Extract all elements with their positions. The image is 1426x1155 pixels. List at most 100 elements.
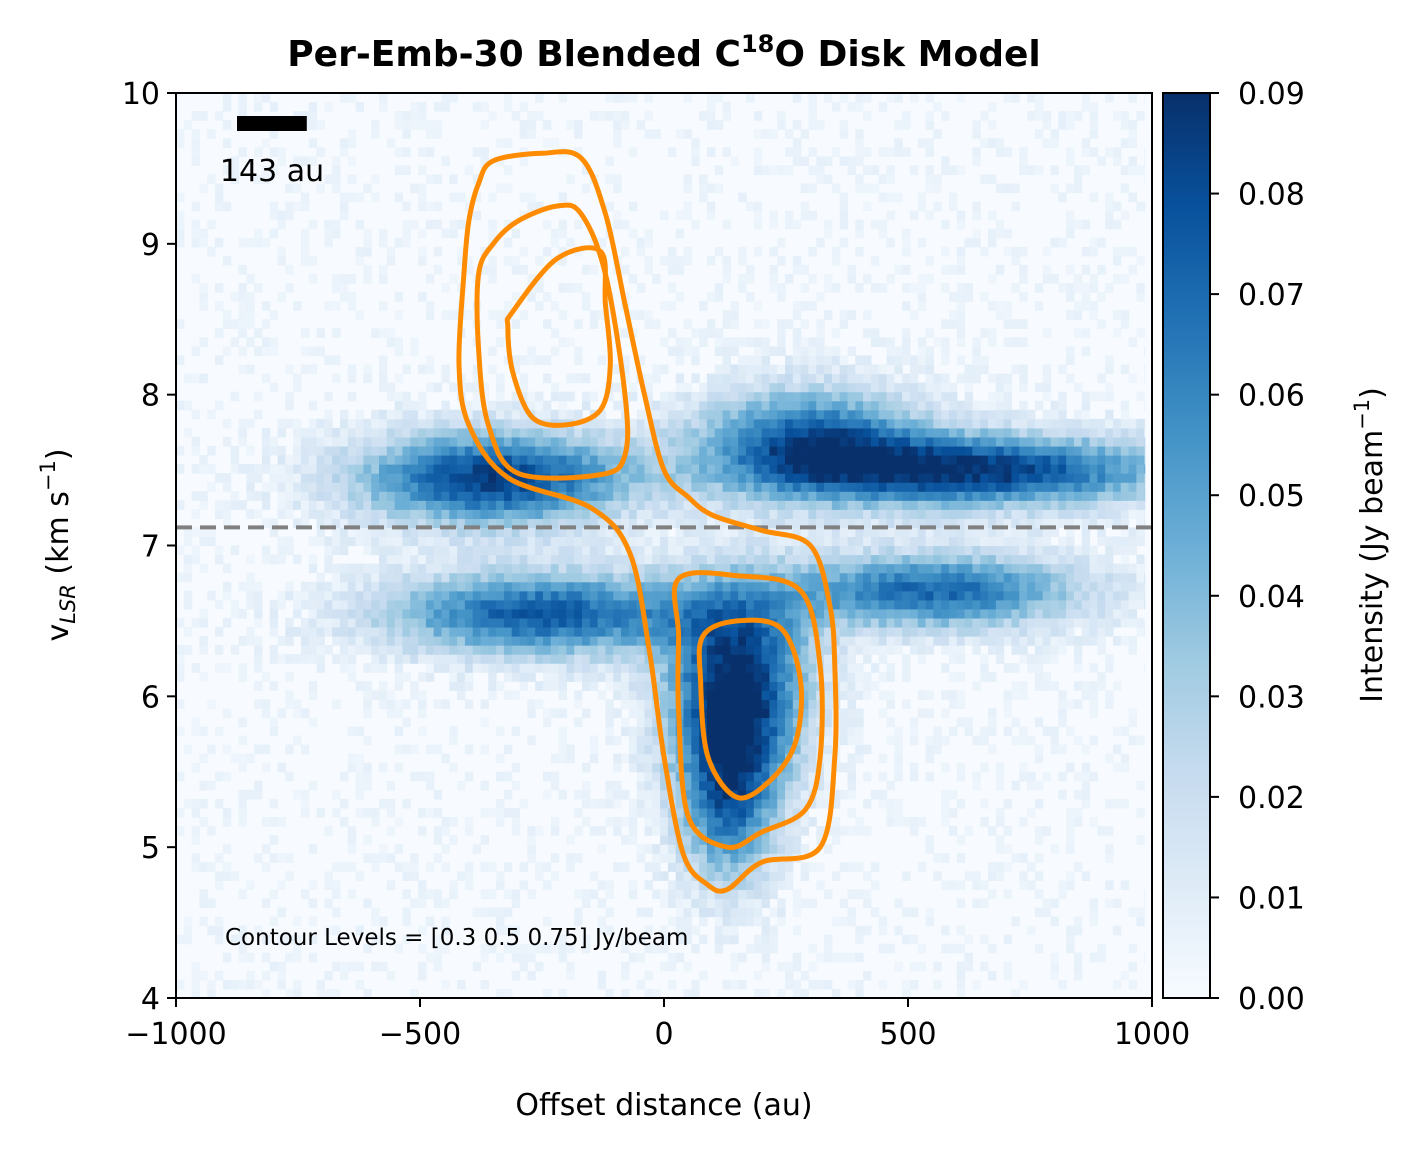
heatmap-cell bbox=[535, 509, 544, 519]
heatmap-cell bbox=[808, 346, 817, 357]
heatmap-cell bbox=[464, 626, 474, 637]
heatmap-cell bbox=[738, 400, 747, 411]
heatmap-cell bbox=[652, 400, 661, 411]
heatmap-cell bbox=[699, 654, 708, 664]
heatmap-cell bbox=[386, 500, 396, 510]
heatmap-cell bbox=[566, 373, 575, 384]
heatmap-cell bbox=[699, 545, 708, 556]
heatmap-cell bbox=[909, 527, 919, 538]
heatmap-cell bbox=[706, 210, 716, 221]
heatmap-cell bbox=[675, 563, 685, 574]
heatmap-cell bbox=[808, 636, 817, 646]
heatmap-cell bbox=[699, 681, 708, 691]
heatmap-cell bbox=[574, 608, 583, 619]
heatmap-cell bbox=[597, 545, 607, 556]
heatmap-cell bbox=[300, 491, 310, 501]
heatmap-cell bbox=[363, 482, 372, 492]
heatmap-cell bbox=[339, 617, 349, 628]
heatmap-cell bbox=[418, 111, 427, 121]
heatmap-cell bbox=[425, 129, 435, 139]
heatmap-cell bbox=[285, 210, 294, 221]
heatmap-cell bbox=[425, 744, 435, 755]
heatmap-cell bbox=[785, 672, 794, 682]
heatmap-cell bbox=[379, 636, 388, 646]
heatmap-cell bbox=[535, 871, 544, 881]
heatmap-cell bbox=[816, 880, 825, 890]
heatmap-cell bbox=[769, 599, 778, 610]
heatmap-cell bbox=[550, 138, 560, 148]
heatmap-cell bbox=[706, 907, 716, 918]
heatmap-cell bbox=[332, 165, 341, 176]
heatmap-cell bbox=[714, 762, 724, 773]
heatmap-cell bbox=[714, 328, 724, 338]
heatmap-cell bbox=[824, 753, 833, 764]
heatmap-cell bbox=[691, 436, 700, 447]
heatmap-cell bbox=[769, 482, 778, 492]
heatmap-cell bbox=[847, 482, 856, 492]
heatmap-cell bbox=[433, 590, 443, 601]
heatmap-cell bbox=[238, 807, 247, 818]
heatmap-cell bbox=[691, 617, 700, 628]
heatmap-cell bbox=[433, 418, 443, 429]
heatmap-cell bbox=[730, 482, 739, 492]
heatmap-cell bbox=[316, 427, 325, 438]
heatmap-cell bbox=[308, 780, 318, 791]
heatmap-cell bbox=[293, 111, 302, 121]
heatmap-cell bbox=[699, 301, 708, 311]
heatmap-cell bbox=[410, 608, 419, 619]
heatmap-cell bbox=[667, 346, 677, 357]
heatmap-cell bbox=[183, 744, 193, 755]
heatmap-cell bbox=[855, 572, 864, 583]
heatmap-cell bbox=[457, 246, 466, 257]
heatmap-cell bbox=[425, 364, 435, 375]
heatmap-cell bbox=[332, 228, 341, 239]
heatmap-cell bbox=[855, 93, 864, 103]
heatmap-cell bbox=[394, 337, 404, 347]
heatmap-cell bbox=[574, 663, 583, 673]
heatmap-cell bbox=[300, 617, 310, 628]
heatmap-cell bbox=[261, 934, 271, 945]
heatmap-cell bbox=[753, 346, 763, 357]
heatmap-cell bbox=[574, 346, 583, 357]
heatmap-cell bbox=[496, 509, 505, 519]
heatmap-cell bbox=[254, 93, 263, 103]
chart-title-superscript: 18 bbox=[741, 30, 774, 58]
heatmap-cell bbox=[730, 835, 739, 845]
heatmap-cell bbox=[457, 509, 466, 519]
heatmap-cell bbox=[582, 817, 591, 827]
heatmap-cell bbox=[636, 527, 646, 538]
heatmap-cell bbox=[753, 400, 763, 411]
heatmap-cell bbox=[917, 961, 927, 972]
heatmap-cell bbox=[792, 346, 802, 357]
heatmap-cell bbox=[222, 418, 232, 429]
heatmap-cell bbox=[706, 798, 716, 809]
heatmap-cell bbox=[558, 255, 567, 266]
heatmap-cell bbox=[894, 464, 903, 474]
heatmap-cell bbox=[894, 726, 903, 737]
heatmap-cell bbox=[519, 102, 528, 112]
heatmap-cell bbox=[706, 382, 716, 393]
heatmap-cell bbox=[215, 111, 224, 121]
heatmap-cell bbox=[324, 554, 333, 565]
heatmap-cell bbox=[574, 916, 583, 927]
heatmap-cell bbox=[558, 735, 567, 746]
heatmap-cell bbox=[808, 563, 817, 574]
heatmap-cell bbox=[777, 120, 786, 130]
heatmap-cell bbox=[660, 445, 669, 456]
heatmap-cell bbox=[371, 545, 380, 556]
heatmap-cell bbox=[457, 527, 466, 538]
heatmap-cell bbox=[863, 590, 872, 601]
heatmap-cell bbox=[519, 156, 528, 166]
heatmap-cell bbox=[425, 771, 435, 782]
heatmap-cell bbox=[230, 753, 240, 764]
heatmap-cell bbox=[808, 663, 817, 673]
heatmap-cell bbox=[464, 436, 474, 447]
heatmap-cell bbox=[480, 500, 489, 510]
heatmap-cell bbox=[855, 129, 864, 139]
heatmap-cell bbox=[800, 455, 810, 465]
heatmap-cell bbox=[855, 174, 864, 185]
heatmap-cell bbox=[215, 645, 224, 655]
heatmap-cell bbox=[363, 690, 372, 700]
heatmap-cell bbox=[582, 889, 591, 900]
heatmap-cell bbox=[457, 599, 466, 610]
